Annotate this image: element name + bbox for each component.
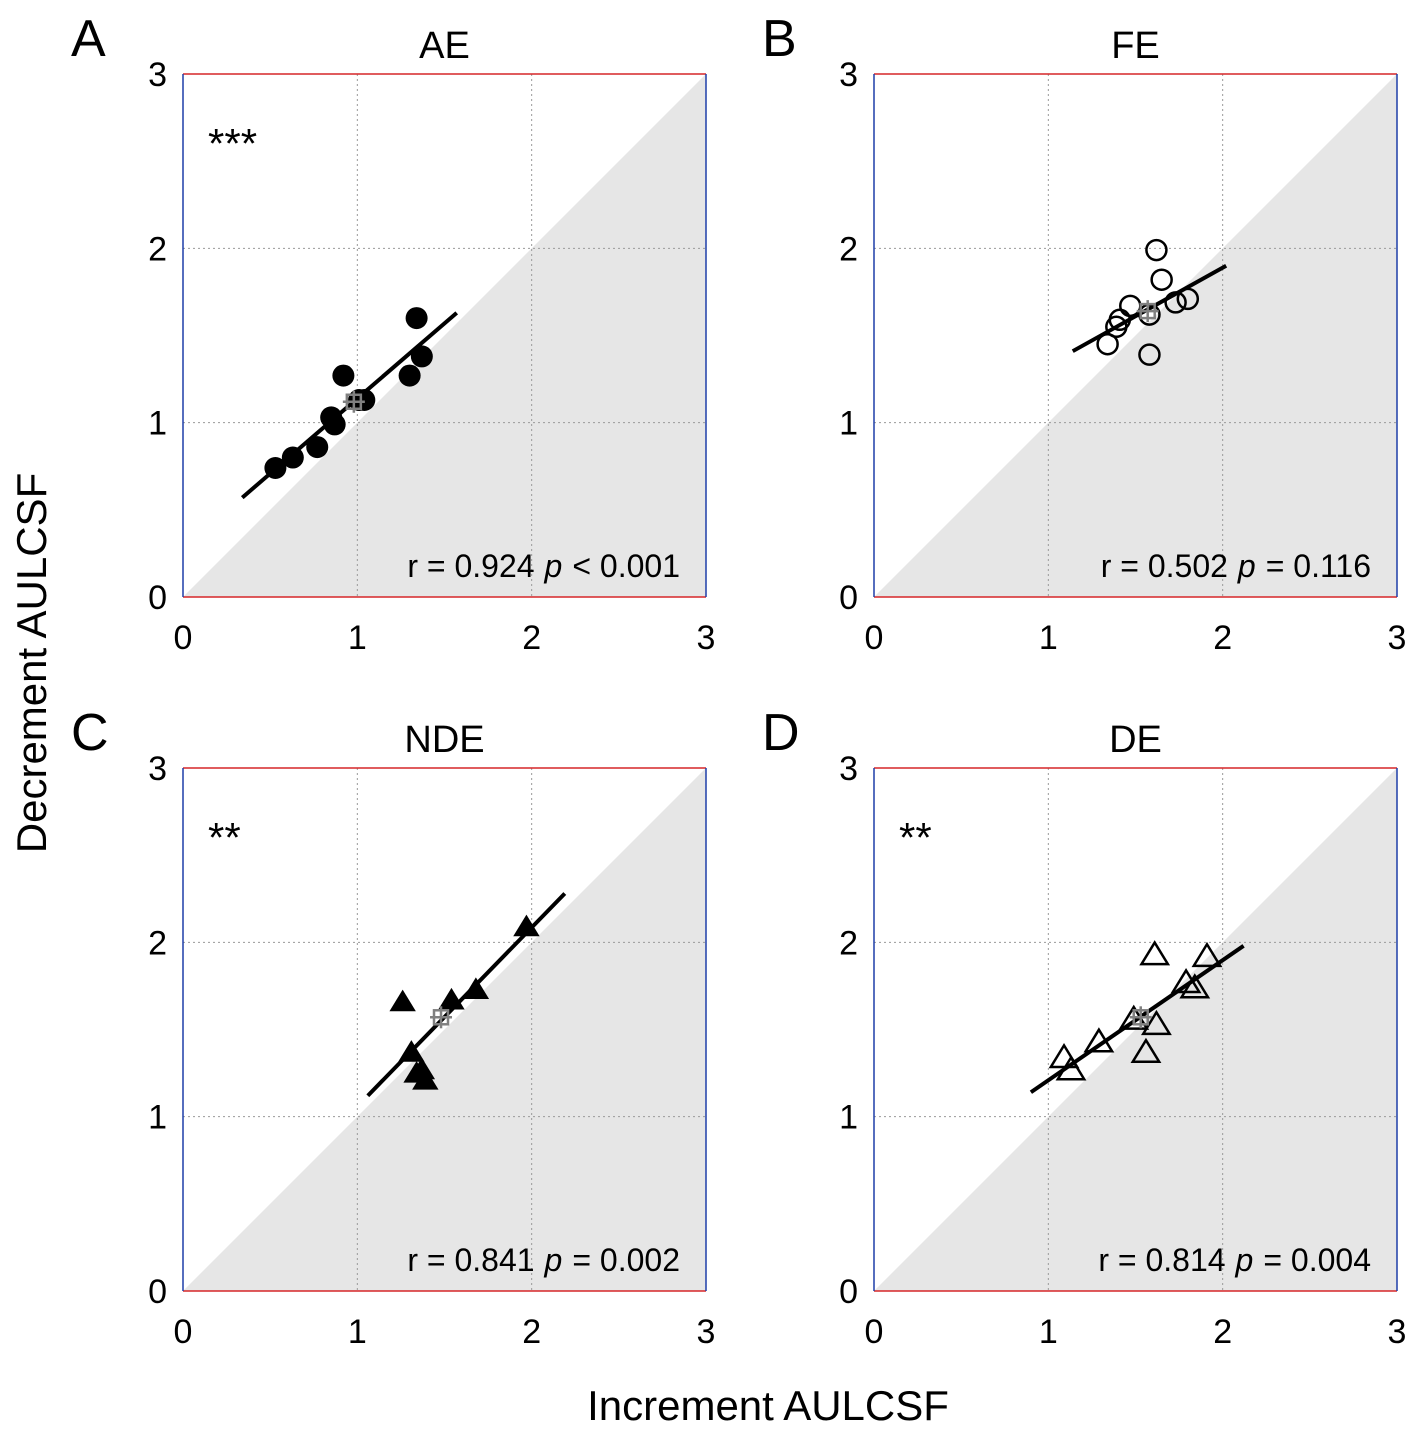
y-tick-label: 1 bbox=[839, 1099, 858, 1137]
x-tick-label: 0 bbox=[174, 1313, 193, 1351]
data-point bbox=[398, 1040, 425, 1062]
panel-b: 0 1 2 3 0 1 2 3 B FE r = 0.502 p = 0.116 bbox=[762, 10, 1406, 657]
panel-letter: A bbox=[71, 10, 106, 68]
data-point bbox=[1191, 941, 1223, 968]
stats-annotation: r = 0.502 p = 0.116 bbox=[1101, 548, 1371, 584]
data-point bbox=[1130, 1037, 1162, 1064]
data-point bbox=[1164, 291, 1187, 314]
stat-p-value: = 0.002 bbox=[572, 1242, 680, 1278]
panel-letter: C bbox=[71, 704, 109, 762]
data-point bbox=[513, 914, 540, 937]
stat-r: r = 0.502 bbox=[1101, 548, 1228, 584]
y-tick-label: 3 bbox=[839, 750, 858, 788]
x-tick-label: 3 bbox=[697, 1313, 716, 1351]
stat-p-symbol: p bbox=[1237, 548, 1256, 584]
significance-stars: *** bbox=[208, 120, 257, 167]
data-point bbox=[1140, 1009, 1172, 1036]
panel-a: 0 1 2 3 0 1 2 3 A AE *** r = 0.924 p < 0.001 bbox=[71, 10, 715, 657]
panel-title: FE bbox=[1111, 25, 1160, 67]
x-tick-label: 3 bbox=[1388, 1313, 1407, 1351]
data-point bbox=[332, 364, 355, 387]
stat-r: r = 0.814 bbox=[1098, 1242, 1225, 1278]
panel-c: 0 1 2 3 0 1 2 3 C NDE ** r = 0.841 p = 0.002 bbox=[71, 704, 715, 1351]
shaded-region-below-diagonal bbox=[183, 74, 706, 597]
stat-r: r = 0.924 bbox=[407, 548, 534, 584]
data-point bbox=[306, 436, 329, 459]
data-point bbox=[1176, 287, 1200, 311]
stat-r: r = 0.841 bbox=[407, 1242, 534, 1278]
y-tick-label: 1 bbox=[839, 405, 858, 443]
data-point bbox=[1145, 238, 1168, 262]
significance-stars: ** bbox=[208, 814, 241, 861]
data-point bbox=[438, 987, 465, 1010]
panel-letter: D bbox=[762, 704, 800, 762]
x-tick-label: 1 bbox=[1039, 619, 1058, 657]
y-tick-label: 0 bbox=[148, 1273, 167, 1311]
data-point bbox=[410, 345, 433, 368]
panel-letter: B bbox=[762, 10, 797, 68]
x-axis-title: Increment AULCSF bbox=[587, 1382, 949, 1429]
y-tick-label: 2 bbox=[839, 230, 858, 268]
x-tick-label: 1 bbox=[1039, 1313, 1058, 1351]
stat-p-symbol: p bbox=[544, 1242, 563, 1278]
y-tick-label: 0 bbox=[148, 579, 167, 617]
data-point bbox=[1083, 1027, 1115, 1053]
panel-title: AE bbox=[419, 25, 470, 67]
panel-d: 0 1 2 3 0 1 2 3 D DE ** r = 0.814 p = 0.004 bbox=[762, 704, 1406, 1351]
y-tick-label: 0 bbox=[839, 579, 858, 617]
data-point bbox=[1055, 1055, 1087, 1081]
significance-stars: ** bbox=[899, 814, 932, 861]
data-point bbox=[398, 364, 421, 387]
data-point bbox=[1139, 940, 1171, 966]
shaded-region-below-diagonal bbox=[874, 74, 1397, 597]
stat-p-symbol: p bbox=[544, 548, 563, 584]
y-tick-label: 1 bbox=[148, 405, 167, 443]
y-tick-label: 2 bbox=[148, 230, 167, 268]
stat-p-value: = 0.004 bbox=[1263, 1242, 1371, 1278]
x-tick-label: 2 bbox=[522, 619, 541, 657]
stats-annotation: r = 0.841 p = 0.002 bbox=[407, 1242, 680, 1278]
regression-line bbox=[1071, 264, 1228, 353]
x-tick-label: 2 bbox=[522, 1313, 541, 1351]
x-tick-label: 2 bbox=[1213, 619, 1232, 657]
y-tick-label: 2 bbox=[839, 924, 858, 962]
stats-annotation: r = 0.924 p < 0.001 bbox=[407, 548, 680, 584]
y-tick-label: 3 bbox=[148, 750, 167, 788]
data-point bbox=[1119, 294, 1142, 318]
shaded-region-below-diagonal bbox=[183, 768, 706, 1291]
x-tick-label: 3 bbox=[697, 619, 716, 657]
data-point bbox=[1096, 332, 1119, 356]
data-point bbox=[1150, 268, 1173, 291]
data-point bbox=[281, 446, 304, 469]
panel-title: DE bbox=[1109, 719, 1162, 761]
y-tick-label: 3 bbox=[839, 56, 858, 94]
stat-p-value: = 0.116 bbox=[1266, 548, 1371, 584]
data-point bbox=[264, 456, 287, 479]
data-point bbox=[412, 1068, 439, 1090]
x-tick-label: 1 bbox=[348, 619, 367, 657]
data-point bbox=[462, 977, 490, 1000]
x-tick-label: 3 bbox=[1388, 619, 1407, 657]
y-tick-label: 1 bbox=[148, 1099, 167, 1137]
data-point bbox=[405, 307, 428, 330]
y-tick-label: 2 bbox=[148, 924, 167, 962]
data-point bbox=[1138, 343, 1161, 366]
stats-annotation: r = 0.814 p = 0.004 bbox=[1098, 1242, 1371, 1278]
panel-title: NDE bbox=[404, 719, 484, 761]
x-tick-label: 1 bbox=[348, 1313, 367, 1351]
data-point bbox=[389, 989, 416, 1012]
stat-p-value: < 0.001 bbox=[572, 548, 680, 584]
data-point bbox=[323, 413, 346, 436]
x-tick-label: 0 bbox=[865, 619, 884, 657]
x-tick-label: 0 bbox=[174, 619, 193, 657]
data-point bbox=[1179, 973, 1211, 999]
y-tick-label: 3 bbox=[148, 56, 167, 94]
x-tick-label: 0 bbox=[865, 1313, 884, 1351]
y-axis-title: Decrement AULCSF bbox=[8, 473, 55, 853]
x-tick-label: 2 bbox=[1213, 1313, 1232, 1351]
stat-p-symbol: p bbox=[1235, 1242, 1254, 1278]
y-tick-label: 0 bbox=[839, 1273, 858, 1311]
